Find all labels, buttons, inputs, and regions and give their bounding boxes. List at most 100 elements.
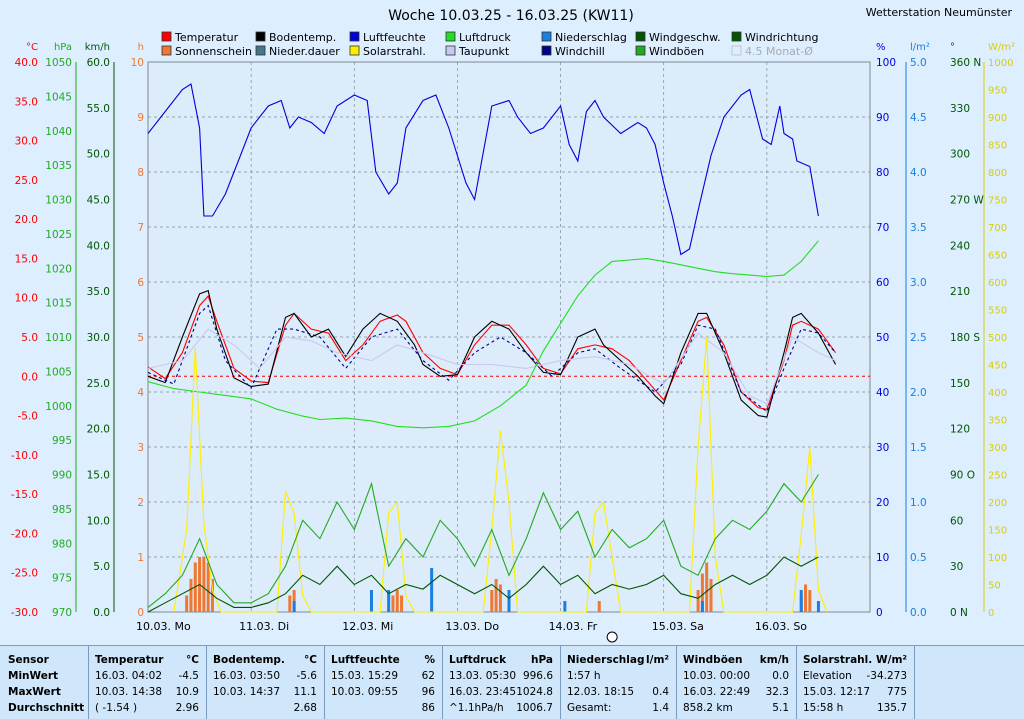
sunshine-bar bbox=[189, 579, 193, 612]
table-row: 996.6 bbox=[443, 668, 561, 684]
tick-wind: 0.0 bbox=[93, 607, 110, 619]
table-row: Solarstrahl. bbox=[797, 652, 915, 668]
table-row: 15.03. 15:29 bbox=[325, 668, 443, 684]
table-row: 135.7 bbox=[797, 700, 915, 716]
sunshine-bar bbox=[391, 595, 395, 612]
legend-label: Niederschlag bbox=[555, 31, 627, 44]
legend-label: 4.5 Monat-Ø bbox=[745, 45, 813, 58]
tick-sun: 6 bbox=[137, 277, 144, 289]
chart-title: Woche 10.03.25 - 16.03.25 (KW11) bbox=[388, 8, 634, 24]
rain-bar bbox=[292, 601, 296, 612]
table-row: Durchschnitt bbox=[0, 700, 88, 716]
legend-label: Taupunkt bbox=[458, 45, 510, 58]
tick-press: 995 bbox=[52, 435, 72, 447]
table-cell: 15:58 h bbox=[803, 702, 844, 714]
tick-rain: 3.0 bbox=[910, 277, 927, 289]
series-line-taupunkt bbox=[147, 328, 836, 405]
legend-swatch bbox=[255, 31, 266, 42]
rain-bar bbox=[430, 568, 434, 612]
sunshine-bar bbox=[808, 590, 812, 612]
table-column: Temperatur °C 16.03. 04:02 -4.5 10.03. 14:38… bbox=[88, 646, 207, 719]
tick-sun: 2 bbox=[137, 497, 144, 509]
table-row: Windböen bbox=[677, 652, 797, 668]
tick-hum: 10 bbox=[876, 552, 889, 564]
tick-sun: 4 bbox=[137, 387, 144, 399]
table-row: 0.0 bbox=[677, 668, 797, 684]
tick-press: 980 bbox=[52, 538, 72, 550]
tick-sun: 8 bbox=[137, 167, 144, 179]
table-row: 10.03. 14:38 bbox=[89, 684, 207, 700]
sunshine-bar bbox=[490, 590, 494, 612]
tick-solar: 50 bbox=[988, 581, 1001, 592]
table-cell: 15.03. 15:29 bbox=[331, 670, 398, 682]
tick-dir: 180 S bbox=[950, 332, 980, 344]
table-row: Niederschlag bbox=[561, 652, 677, 668]
tick-dir: 90 O bbox=[950, 470, 975, 482]
sunshine-bar bbox=[700, 573, 704, 612]
table-row: 16.03. 04:02 bbox=[89, 668, 207, 684]
tick-temp: -10.0 bbox=[11, 450, 38, 462]
legend-swatch bbox=[255, 45, 266, 56]
tick-temp: -5.0 bbox=[18, 411, 39, 423]
table-cell: Niederschlag bbox=[567, 654, 645, 666]
stats-table: Sensor MinWert MaxWert Durchschnitt Temperat… bbox=[0, 645, 1024, 719]
table-cell: 775 bbox=[886, 686, 907, 698]
tick-solar: 300 bbox=[988, 443, 1007, 454]
table-row: 10.9 bbox=[89, 684, 207, 700]
table-row: 12.03. 18:15 bbox=[561, 684, 677, 700]
tick-press: 1005 bbox=[45, 366, 72, 378]
series-line-solarstrahl- bbox=[173, 336, 828, 613]
legend-label: Sonnenschein bbox=[175, 45, 252, 58]
tick-hum: 50 bbox=[876, 332, 889, 344]
table-row: 1006.7 bbox=[443, 700, 561, 716]
tick-hum: 30 bbox=[876, 442, 889, 454]
sunshine-bar bbox=[696, 590, 700, 612]
table-cell: 10.03. 09:55 bbox=[331, 686, 398, 698]
sunshine-bar bbox=[395, 590, 399, 612]
table-row: 0.4 bbox=[561, 684, 677, 700]
table-cell: ^1.1hPa/h bbox=[449, 702, 504, 714]
tick-solar: 250 bbox=[988, 471, 1007, 482]
table-row: 10.03. 14:37 bbox=[207, 684, 325, 700]
tick-temp: 10.0 bbox=[15, 293, 38, 305]
table-cell: MaxWert bbox=[8, 686, 61, 698]
table-row: Sensor bbox=[0, 652, 88, 668]
table-cell: % bbox=[424, 654, 435, 666]
table-cell: -4.5 bbox=[178, 670, 200, 682]
table-cell: Bodentemp. bbox=[213, 654, 285, 666]
tick-dir: 330 bbox=[950, 103, 970, 115]
table-cell: -34.273 bbox=[866, 670, 907, 682]
table-row: % bbox=[325, 652, 443, 668]
tick-sun: 0 bbox=[137, 607, 144, 619]
rain-bar bbox=[799, 590, 803, 612]
table-cell: 62 bbox=[421, 670, 435, 682]
tick-temp: 0.0 bbox=[21, 371, 38, 383]
table-row-labels: Sensor MinWert MaxWert Durchschnitt bbox=[0, 646, 88, 719]
table-row: 1024.8 bbox=[443, 684, 561, 700]
table-row: -4.5 bbox=[89, 668, 207, 684]
table-cell: 10.03. 14:37 bbox=[213, 686, 280, 698]
sunshine-bar bbox=[206, 562, 210, 612]
tick-hum: 70 bbox=[876, 222, 889, 234]
tick-wind: 55.0 bbox=[87, 103, 110, 115]
tick-solar: 0 bbox=[988, 608, 994, 619]
x-axis-labels: 10.03. Mo 11.03. Di 12.03. Mi 13.03. Do 14.0… bbox=[136, 620, 807, 643]
tick-sun: 10 bbox=[131, 57, 144, 69]
table-cell: 1006.7 bbox=[516, 702, 553, 714]
legend-swatch bbox=[635, 31, 646, 42]
rain-bar bbox=[816, 601, 820, 612]
tick-dir: 150 bbox=[950, 378, 970, 390]
series-line-luftdruck bbox=[147, 240, 819, 429]
table-cell: 2.96 bbox=[175, 702, 199, 714]
series-line-temperatur bbox=[147, 295, 837, 410]
table-row: 16.03. 22:49 bbox=[677, 684, 797, 700]
tick-temp: -20.0 bbox=[11, 528, 38, 540]
tick-solar: 950 bbox=[988, 86, 1007, 97]
tick-temp: 15.0 bbox=[15, 253, 38, 265]
tick-dir: 360 N bbox=[950, 57, 981, 69]
legend: Temperatur Bodentemp. Luftfeuchte Luftdruck… bbox=[161, 31, 818, 58]
table-column: Niederschlag l/m² 1:57 h 12.03. 18:15 0.4 Ges… bbox=[560, 646, 677, 719]
rain-bar bbox=[387, 590, 391, 612]
tick-press: 985 bbox=[52, 504, 72, 516]
table-row: Luftdruck bbox=[443, 652, 561, 668]
